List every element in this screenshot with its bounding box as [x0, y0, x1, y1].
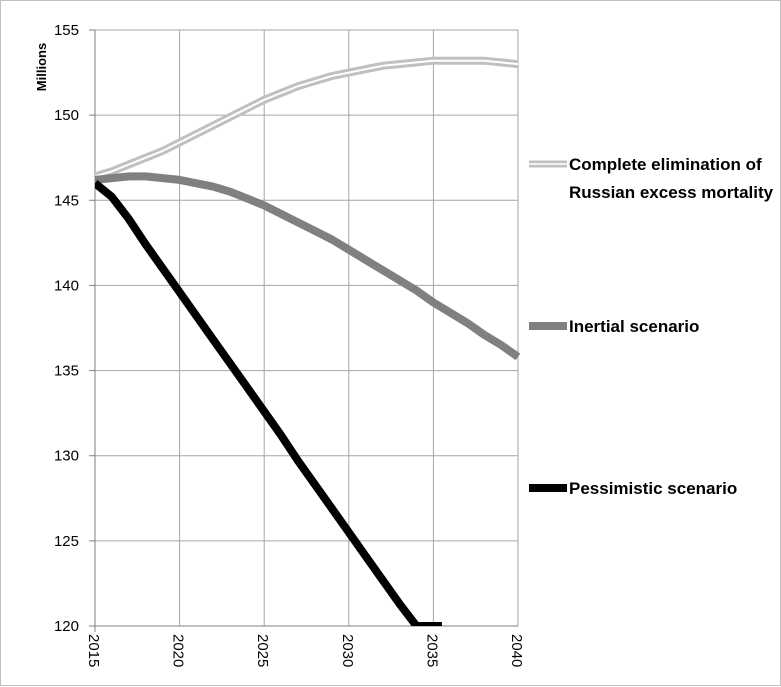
y-tick-label: 155: [54, 22, 79, 39]
x-tick-label: 2030: [339, 634, 356, 667]
y-tick-label: 125: [54, 533, 79, 550]
x-tick-label: 2015: [85, 634, 102, 667]
y-tick-label: 145: [54, 192, 79, 209]
legend-label: Inertial scenario: [569, 317, 699, 336]
legend-label: Complete elimination of Russian excess mo…: [569, 155, 774, 202]
x-tick-label: 2025: [254, 634, 271, 667]
y-tick-label: 140: [54, 277, 79, 294]
x-tick-label: 2040: [508, 634, 525, 667]
y-axis-label: Millions: [34, 43, 49, 91]
legend-label: Pessimistic scenario: [569, 479, 737, 498]
x-tick-label: 2020: [170, 634, 187, 667]
y-tick-label: 120: [54, 618, 79, 635]
series-line-inner: [95, 59, 519, 178]
y-tick-label: 150: [54, 107, 79, 124]
series-line: [95, 172, 520, 361]
y-tick-label: 130: [54, 448, 79, 465]
series-line: [95, 180, 442, 626]
y-tick-label: 135: [54, 363, 79, 380]
series-line-outer: [95, 56, 519, 181]
x-tick-label: 2035: [423, 634, 440, 667]
